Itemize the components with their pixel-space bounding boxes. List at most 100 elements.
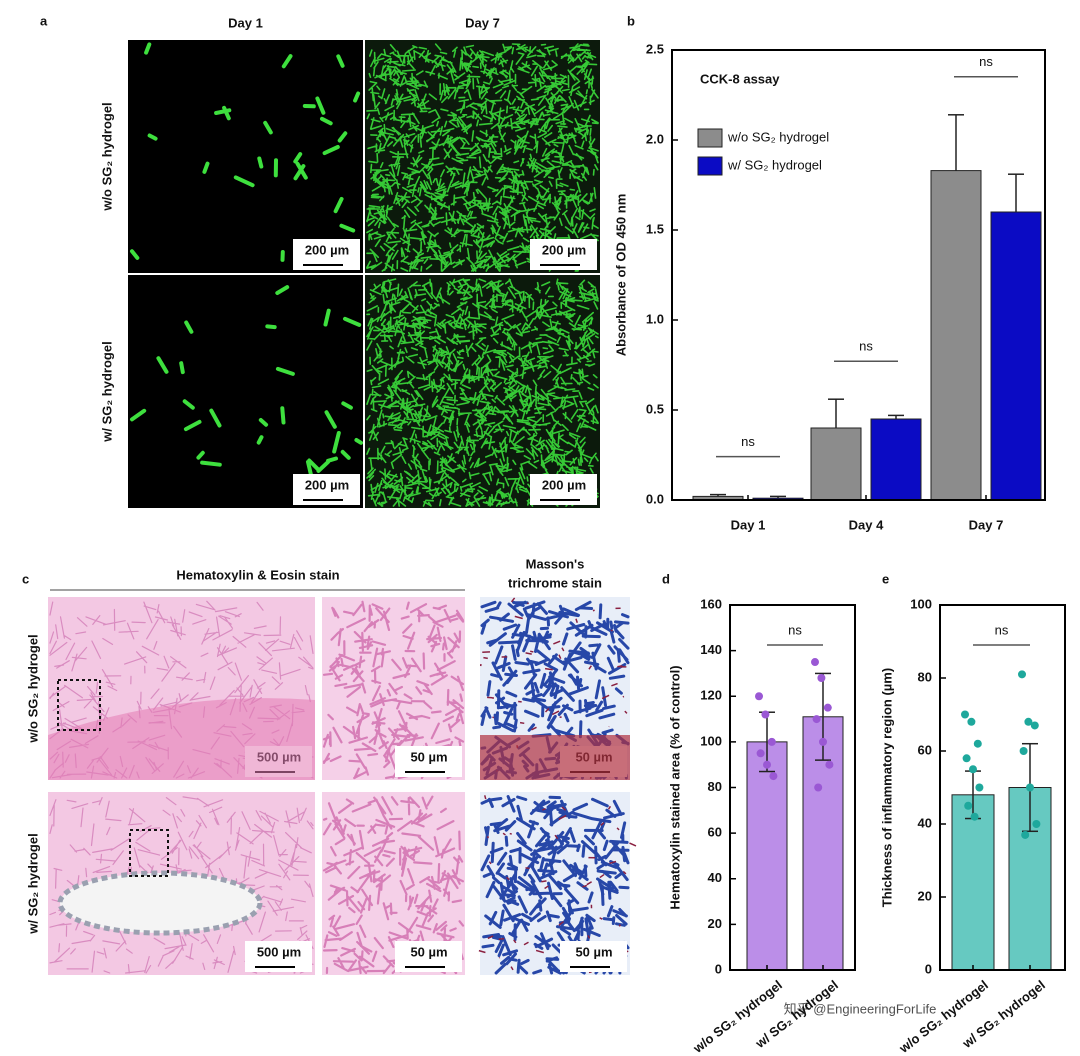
data-point bbox=[767, 737, 776, 746]
scale-bar-label: 50 µm bbox=[410, 944, 447, 959]
scale-bar-label: 50 µm bbox=[410, 749, 447, 764]
data-point bbox=[1024, 717, 1033, 726]
micrograph bbox=[128, 275, 363, 508]
data-point bbox=[812, 715, 821, 724]
y-axis-label: Thickness of inflammatory region (µm) bbox=[879, 668, 894, 907]
row-label: w/o SG₂ hydrogel bbox=[99, 102, 114, 211]
data-point bbox=[973, 739, 982, 748]
error-bar bbox=[888, 414, 904, 419]
y-tick-label: 60 bbox=[918, 742, 932, 757]
panel-label: b bbox=[627, 13, 635, 28]
data-point bbox=[817, 674, 826, 682]
micrograph-texture bbox=[322, 795, 465, 975]
data-point bbox=[755, 692, 763, 701]
data-point bbox=[819, 737, 827, 746]
scale-bar-label: 50 µm bbox=[575, 944, 612, 959]
y-tick-label: 0 bbox=[925, 961, 932, 976]
scale-bar-label: 200 µm bbox=[542, 242, 586, 257]
zoom-box bbox=[129, 829, 169, 877]
data-point bbox=[967, 717, 976, 726]
legend-swatch bbox=[697, 156, 723, 176]
legend-label: w/ SG₂ hydrogel bbox=[727, 157, 822, 172]
bar bbox=[746, 741, 788, 971]
y-axis-label: Hematoxylin stained area (% of control) bbox=[667, 665, 682, 909]
micrograph-texture bbox=[366, 278, 599, 507]
muscle-band bbox=[480, 735, 630, 780]
significance-label: ns bbox=[788, 622, 802, 637]
y-tick-label: 160 bbox=[700, 596, 722, 611]
y-tick-label: 40 bbox=[918, 815, 932, 830]
data-point bbox=[969, 765, 977, 774]
error-bar bbox=[770, 495, 786, 499]
panel-label: e bbox=[882, 571, 889, 586]
hydrogel-cavity bbox=[57, 870, 263, 936]
micrograph-texture bbox=[479, 597, 628, 779]
data-point bbox=[1030, 721, 1039, 730]
data-point bbox=[1032, 820, 1041, 828]
row-label: w/o SG₂ hydrogel bbox=[25, 634, 40, 743]
data-point bbox=[763, 760, 771, 769]
column-label: Day 7 bbox=[465, 15, 500, 30]
y-tick-label: 2.0 bbox=[646, 131, 664, 146]
data-point bbox=[961, 710, 969, 719]
panel-label: c bbox=[22, 571, 29, 586]
data-point bbox=[970, 812, 979, 821]
stain-title: trichrome stain bbox=[508, 575, 602, 590]
muscle-band bbox=[48, 698, 315, 780]
data-point bbox=[962, 754, 971, 763]
data-point bbox=[756, 749, 765, 758]
y-tick-label: 0.5 bbox=[646, 401, 664, 416]
y-tick-label: 1.0 bbox=[646, 311, 664, 326]
micrograph-texture bbox=[366, 43, 599, 272]
data-point bbox=[825, 760, 834, 769]
data-point bbox=[761, 710, 770, 719]
error-bar bbox=[828, 398, 844, 428]
y-tick-label: 120 bbox=[700, 688, 722, 703]
y-tick-label: 0 bbox=[715, 961, 722, 976]
row-label: w/ SG₂ hydrogel bbox=[99, 341, 114, 442]
y-tick-label: 0.0 bbox=[646, 491, 664, 506]
plot-frame bbox=[671, 49, 1046, 501]
significance-label: ns bbox=[979, 54, 993, 69]
panel-label: d bbox=[662, 571, 670, 586]
significance-label: ns bbox=[859, 339, 873, 354]
error-bar bbox=[710, 493, 726, 497]
column-label: Day 1 bbox=[228, 15, 263, 30]
y-tick-label: 100 bbox=[700, 733, 722, 748]
y-tick-label: 40 bbox=[708, 870, 722, 885]
data-point bbox=[975, 783, 984, 792]
scale-bar-label: 200 µm bbox=[542, 477, 586, 492]
y-tick-label: 140 bbox=[700, 642, 722, 657]
x-tick-label: Day 7 bbox=[969, 517, 1004, 532]
chart-title: CCK-8 assay bbox=[700, 71, 780, 86]
y-tick-label: 80 bbox=[918, 669, 932, 684]
data-point bbox=[814, 783, 823, 792]
y-tick-label: 100 bbox=[910, 596, 932, 611]
scale-bar-label: 500 µm bbox=[257, 944, 301, 959]
plot-frame bbox=[939, 604, 1066, 971]
y-tick-label: 20 bbox=[708, 916, 722, 931]
x-tick-label: Day 4 bbox=[849, 517, 884, 532]
error-bar bbox=[948, 114, 964, 171]
data-point bbox=[1021, 830, 1030, 839]
legend-swatch bbox=[697, 128, 723, 148]
x-tick-label: Day 1 bbox=[731, 517, 766, 532]
data-point bbox=[964, 801, 973, 810]
bar bbox=[870, 418, 922, 501]
data-point bbox=[1018, 670, 1026, 679]
y-tick-label: 80 bbox=[708, 779, 722, 794]
data-point bbox=[811, 658, 819, 667]
legend-label: w/o SG₂ hydrogel bbox=[727, 129, 829, 144]
watermark: 知乎 @EngineeringForLife bbox=[784, 1001, 937, 1016]
micrograph bbox=[128, 40, 363, 273]
data-point bbox=[1026, 783, 1034, 792]
y-tick-label: 1.5 bbox=[646, 221, 664, 236]
stain-title: Hematoxylin & Eosin stain bbox=[176, 567, 339, 582]
y-axis-label: Absorbance of OD 450 nm bbox=[613, 194, 628, 357]
bar bbox=[990, 211, 1042, 501]
bar bbox=[951, 794, 995, 971]
panel-label: a bbox=[40, 13, 48, 28]
y-tick-label: 20 bbox=[918, 888, 932, 903]
plot-frame bbox=[729, 604, 856, 971]
